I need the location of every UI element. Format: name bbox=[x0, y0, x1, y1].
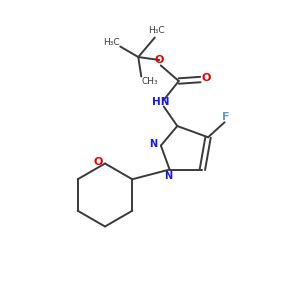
Text: O: O bbox=[201, 73, 211, 83]
Text: N: N bbox=[164, 171, 172, 181]
Text: H₃C: H₃C bbox=[148, 26, 165, 35]
Text: N: N bbox=[149, 139, 158, 149]
Text: HN: HN bbox=[152, 97, 169, 107]
Text: H₃C: H₃C bbox=[103, 38, 120, 46]
Text: O: O bbox=[154, 55, 164, 65]
Text: CH₃: CH₃ bbox=[141, 76, 158, 85]
Text: F: F bbox=[222, 112, 230, 122]
Text: O: O bbox=[94, 157, 103, 167]
